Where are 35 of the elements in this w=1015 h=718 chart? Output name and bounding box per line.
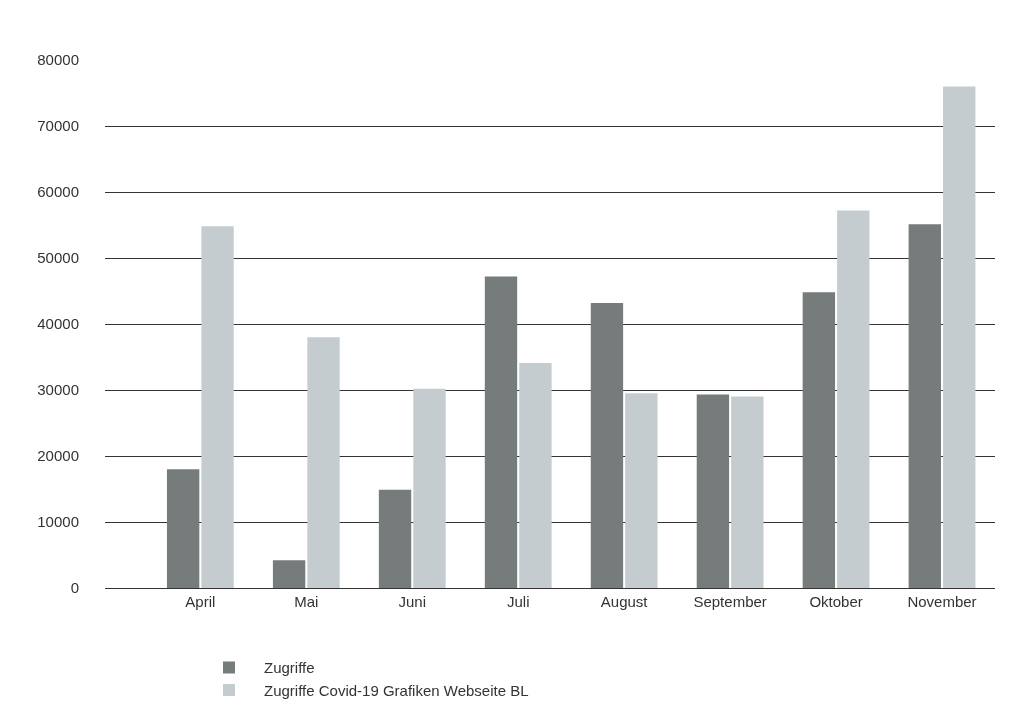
y-tick-label: 50000 [37, 249, 79, 267]
bar [943, 86, 976, 588]
bar [802, 292, 836, 588]
y-tick-label: 60000 [37, 183, 79, 201]
bar [837, 210, 870, 588]
bar [378, 489, 412, 588]
legend-label: Zugriffe Covid-19 Grafiken Webseite BL [264, 681, 529, 699]
x-tick-label: Oktober [809, 593, 863, 610]
bar [625, 393, 658, 588]
y-tick-label: 10000 [37, 513, 79, 531]
x-tick-label: September [693, 593, 767, 610]
x-tick-label: August [600, 593, 649, 610]
bar [519, 362, 552, 588]
bar [166, 469, 200, 588]
bar [201, 226, 234, 588]
x-tick-label: Mai [294, 593, 319, 610]
bar [696, 394, 730, 588]
y-tick-label: 20000 [37, 447, 79, 465]
y-tick-label: 80000 [37, 51, 79, 69]
y-tick-label: 70000 [37, 117, 79, 135]
bar [307, 337, 340, 588]
bar [590, 302, 624, 588]
bar [484, 276, 518, 588]
x-tick-label: November [907, 593, 977, 610]
y-tick-label: 30000 [37, 381, 79, 399]
bar [908, 224, 941, 588]
legend-label: Zugriffe [264, 659, 315, 677]
x-tick-label: Juni [398, 593, 427, 610]
y-tick-label: 0 [70, 579, 79, 597]
y-tick-label: 40000 [37, 315, 79, 333]
bar [731, 396, 764, 588]
bar [272, 560, 306, 588]
bar [413, 388, 446, 588]
x-tick-label: Juli [506, 593, 530, 610]
x-tick-label: April [185, 593, 216, 610]
